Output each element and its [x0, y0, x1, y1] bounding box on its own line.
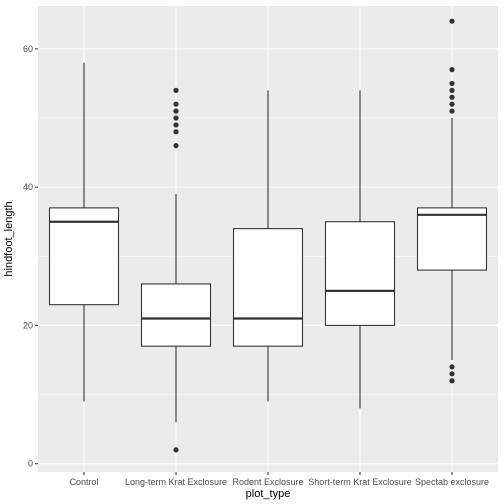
outlier-point — [449, 101, 455, 107]
box-long-term-krat-exclosure — [140, 87, 212, 453]
box-iqr — [324, 221, 396, 326]
y-axis: 0 20 40 60 — [23, 44, 38, 469]
outlier-point — [449, 94, 455, 100]
box-control — [48, 62, 120, 402]
box-spectab-exclosure — [416, 18, 488, 384]
outlier-point — [449, 108, 455, 114]
box-iqr — [416, 207, 488, 271]
outlier-point — [173, 447, 179, 453]
x-tick-label: Control — [69, 477, 98, 487]
x-tick-label: Long-term Krat Exclosure — [125, 477, 227, 487]
boxes-layer — [48, 18, 488, 453]
box-short-term-krat-exclosure — [324, 90, 396, 409]
outlier-point — [173, 115, 179, 121]
x-tick-label: Rodent Exclosure — [232, 477, 303, 487]
outlier-point — [173, 101, 179, 107]
outlier-point — [173, 87, 179, 93]
x-tick-label: Spectab exclosure — [415, 477, 489, 487]
outlier-point — [449, 18, 455, 24]
y-tick-label: 20 — [23, 320, 33, 330]
box-iqr — [140, 283, 212, 347]
box-iqr — [232, 228, 304, 347]
box-iqr — [48, 207, 120, 306]
x-axis-title: plot_type — [246, 488, 291, 500]
outlier-point — [449, 87, 455, 93]
y-tick-label: 0 — [28, 459, 33, 469]
outlier-point — [173, 122, 179, 128]
box-rodent-exclosure — [232, 90, 304, 402]
outlier-point — [449, 67, 455, 73]
x-tick-label: Short-term Krat Exclosure — [308, 477, 412, 487]
outlier-point — [449, 80, 455, 87]
outlier-point — [173, 108, 179, 114]
y-tick-label: 40 — [23, 182, 33, 192]
outlier-point — [449, 371, 455, 377]
outlier-point — [449, 378, 455, 384]
outlier-point — [449, 364, 455, 370]
x-axis: Control Long-term Krat Exclosure Rodent Ex… — [69, 472, 489, 487]
y-tick-label: 60 — [23, 44, 33, 54]
y-axis-title: hindfoot_length — [3, 201, 15, 276]
outlier-point — [173, 143, 179, 149]
outlier-point — [173, 129, 179, 135]
